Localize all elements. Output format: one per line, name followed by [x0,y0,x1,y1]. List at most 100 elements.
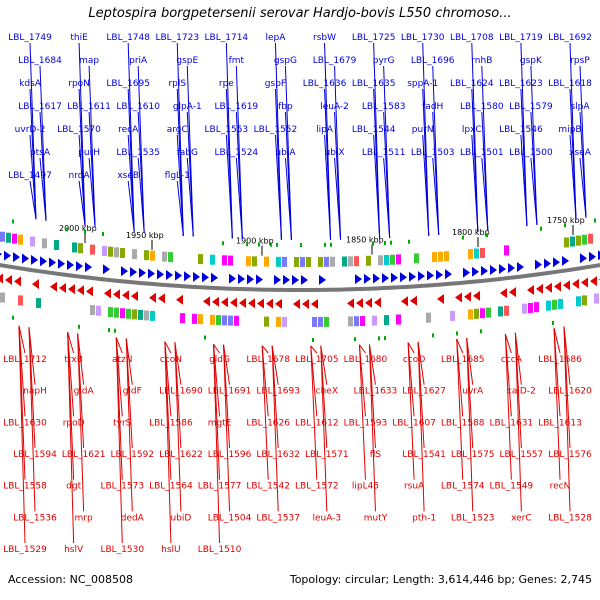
reverse-gene-label: LBL_1529 [3,545,47,555]
reverse-gene-arrow [59,282,66,293]
forward-cog-block [210,254,215,265]
reverse-gene-label: uvrA [462,387,484,397]
reverse-gene-arrow [131,291,138,302]
reverse-gene-arrow [563,280,570,291]
forward-cog-block [12,233,17,244]
forward-cog-block [120,247,125,258]
forward-gene-label-leader [39,157,47,221]
reverse-cog-block [96,305,101,316]
reverse-gene-arrow [5,274,12,285]
gc-marker [432,333,434,338]
forward-gene-arrow [391,272,398,283]
forward-gene-arrow [121,266,128,277]
reverse-cog-block [576,296,581,307]
forward-cog-block [18,234,23,245]
forward-gene-arrow [247,274,254,285]
reverse-gene-label: cheX [316,387,338,397]
reverse-gene-label: LBL_1678 [246,355,290,365]
forward-gene-label: LBL_1725 [352,33,396,43]
reverse-cog-block [126,308,131,319]
reverse-gene-label: caiD-2 [507,387,536,397]
reverse-gene-arrow [500,288,507,299]
forward-gene-label: LBL_1553 [205,125,249,135]
forward-gene-label-leader [225,134,233,239]
gc-marker [594,218,596,223]
forward-gene-label: ubiX [324,148,344,158]
reverse-gene-label: LBL_1626 [246,418,290,428]
reverse-gene-label: LBL_1577 [198,482,242,492]
reverse-gene-label-leader [417,341,425,385]
forward-gene-label: LBL_1524 [215,148,259,158]
forward-gene-label-leader [284,111,292,240]
reverse-gene-arrow [122,290,129,301]
reverse-gene-label: rpoD [63,418,85,428]
reverse-gene-label: LBL_1537 [256,513,300,523]
forward-gene-label-leader [29,180,37,220]
forward-cog-block [114,247,119,258]
forward-gene-label: LBL_1583 [362,102,406,112]
reverse-gene-label-leader [514,332,522,512]
forward-gene-label: fabG [177,148,198,158]
forward-gene-arrow [418,271,425,282]
reverse-gene-arrow [32,279,39,290]
forward-gene-arrow [292,274,299,285]
gc-marker [246,242,248,247]
reverse-gene-label: LBL_1622 [159,450,203,460]
forward-cog-block [582,234,587,245]
forward-gene-label: LBL_1714 [205,33,249,43]
reverse-gene-arrow [536,283,543,294]
reverse-gene-label: LBL_1549 [490,482,534,492]
gc-marker [12,219,14,224]
forward-gene-label: LBL_1708 [450,33,494,43]
forward-gene-label: ptsA [30,148,51,158]
forward-gene-arrow [211,272,218,283]
reverse-gene-label: gldA [74,387,95,397]
reverse-gene-arrow [527,285,534,296]
reverse-gene-label: dedA [121,513,145,523]
reverse-cog-block [264,316,269,327]
forward-gene-arrow [535,259,542,270]
reverse-gene-label-leader [359,344,366,354]
forward-gene-label-leader [481,111,489,231]
forward-gene-label: sppA-1 [407,79,438,89]
forward-gene-arrow [184,271,191,282]
forward-gene-arrow [139,267,146,278]
reverse-gene-label-leader [223,344,231,512]
gc-marker [480,329,482,334]
forward-gene-label: lpxC [462,125,482,135]
forward-gene-arrow [481,265,488,276]
reverse-gene-label: mutY [364,513,388,523]
forward-cog-block [282,256,287,267]
reverse-gene-label: LBL_1680 [344,355,388,365]
forward-gene-label: gspG [274,56,297,66]
forward-gene-label-leader [235,157,243,239]
forward-gene-arrow [517,261,524,272]
forward-gene-arrow [0,252,2,256]
reverse-gene-label: LBL_1631 [490,418,534,428]
forward-gene-label-leader [137,111,145,233]
gc-marker [222,241,224,246]
forward-gene-label-leader [186,157,194,237]
forward-gene-label: LBL_1546 [499,125,543,135]
forward-gene-arrow [229,273,236,284]
gc-marker [354,337,356,342]
forward-gene-label: LBL_1503 [411,148,455,158]
forward-cog-block [300,257,305,267]
forward-cog-block [132,249,137,260]
forward-cog-block [378,255,383,266]
forward-cog-block [168,252,173,263]
reverse-cog-block [234,315,239,326]
reverse-gene-label-leader [174,342,182,512]
forward-gene-label: LBL_1619 [215,102,259,112]
reverse-gene-arrow [149,292,156,303]
reverse-gene-label: LBL_1571 [305,450,349,460]
reverse-cog-block [150,310,155,321]
reverse-gene-label: LBL_1594 [13,450,57,460]
forward-gene-label: LBL_1535 [116,148,160,158]
forward-gene-label-leader [186,111,194,237]
gc-marker [84,229,86,234]
forward-cog-block [42,238,47,249]
reverse-cog-block [468,309,473,320]
gc-marker [66,227,68,232]
reverse-cog-block [132,309,137,320]
